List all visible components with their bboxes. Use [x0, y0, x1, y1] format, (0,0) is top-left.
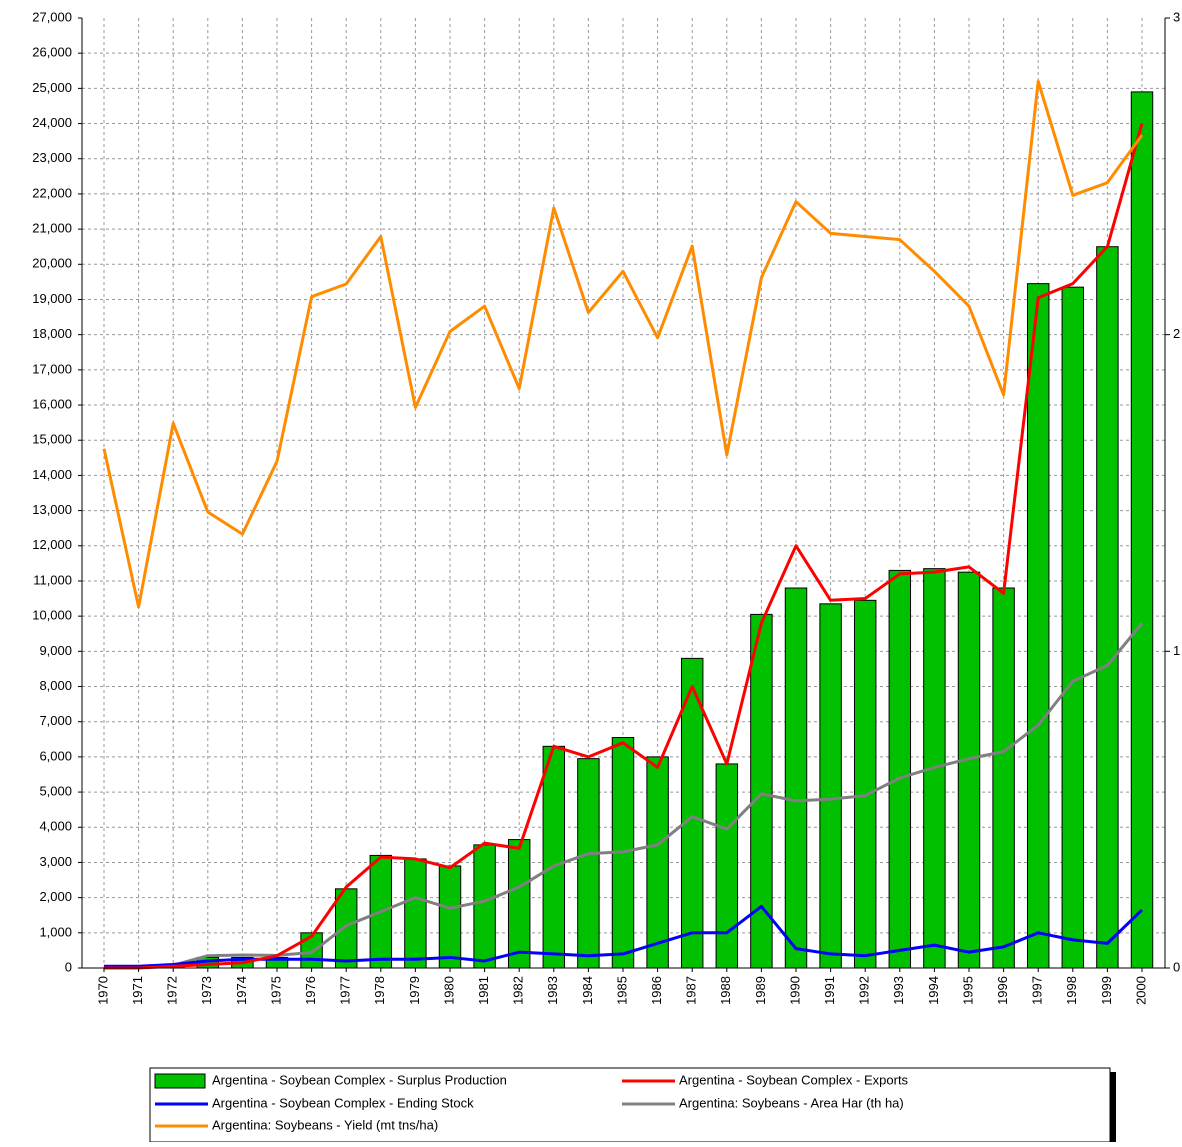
y-tick-label: 18,000 [32, 326, 72, 341]
legend-label: Argentina: Soybeans - Yield (mt tns/ha) [212, 1117, 438, 1132]
bar [1096, 246, 1119, 969]
y-tick-label: 9,000 [39, 643, 72, 658]
x-tick-label: 1979 [407, 976, 422, 1005]
x-tick-label: 1974 [234, 976, 249, 1005]
y-tick-label: 2,000 [39, 889, 72, 904]
y-tick-label: 10,000 [32, 608, 72, 623]
x-tick-label: 1992 [857, 976, 872, 1005]
bar [715, 763, 739, 969]
x-tick-label: 1982 [511, 976, 526, 1005]
bar [300, 932, 323, 969]
y-tick-label: 15,000 [32, 432, 72, 447]
bar [1061, 286, 1085, 969]
y2-tick-label: 2 [1173, 326, 1180, 341]
bar [853, 599, 877, 969]
legend-label: Argentina: Soybeans - Area Har (th ha) [679, 1095, 904, 1110]
bar [992, 587, 1015, 969]
x-tick-label: 1970 [95, 976, 110, 1005]
y2-tick-label: 0 [1173, 959, 1180, 974]
x-tick-label: 1971 [130, 976, 145, 1005]
x-tick-label: 2000 [1133, 976, 1148, 1005]
y-tick-label: 1,000 [39, 924, 72, 939]
bar [438, 865, 462, 969]
bar [1026, 283, 1050, 969]
x-tick-label: 1991 [822, 976, 837, 1005]
y-tick-label: 14,000 [32, 467, 72, 482]
line-series [104, 904, 1144, 968]
y-tick-label: 6,000 [39, 748, 72, 763]
axes: 0 1,000 2,000 3,000 4,000 5,000 6,000 7,000 8,00… [32, 9, 1180, 1004]
y-tick-label: 8,000 [39, 678, 72, 693]
legend-label: Argentina - Soybean Complex - Ending Sto… [212, 1095, 474, 1110]
y-tick-label: 11,000 [33, 572, 72, 587]
line-series [104, 123, 1144, 970]
marks [102, 79, 1154, 970]
x-tick-label: 1988 [718, 976, 733, 1005]
x-tick-label: 1986 [649, 976, 664, 1005]
bar [646, 756, 669, 969]
y-tick-label: 20,000 [32, 256, 72, 271]
x-tick-label: 1999 [1099, 976, 1114, 1005]
x-tick-label: 1980 [441, 976, 456, 1005]
y-tick-label: 26,000 [32, 45, 72, 60]
x-tick-label: 1975 [268, 976, 283, 1005]
y-tick-label: 12,000 [32, 537, 72, 552]
x-tick-label: 1995 [960, 976, 975, 1005]
x-tick-label: 1977 [338, 976, 353, 1005]
y-tick-label: 16,000 [32, 396, 72, 411]
bar [819, 603, 842, 969]
legend-label: Argentina - Soybean Complex - Surplus Pr… [212, 1072, 507, 1087]
y-tick-label: 7,000 [39, 713, 72, 728]
y2-tick-label: 1 [1173, 643, 1180, 658]
x-tick-label: 1981 [476, 976, 491, 1005]
bar [507, 839, 531, 969]
x-tick-label: 1985 [614, 976, 629, 1005]
bar [888, 569, 912, 969]
y-tick-label: 21,000 [32, 221, 72, 236]
x-tick-label: 1983 [545, 976, 560, 1005]
y-tick-label: 25,000 [32, 80, 72, 95]
x-tick-label: 1996 [995, 976, 1010, 1005]
x-tick-label: 1973 [199, 976, 214, 1005]
x-tick-label: 1976 [303, 976, 318, 1005]
y-tick-label: 3,000 [39, 854, 72, 869]
x-tick-label: 1978 [372, 976, 387, 1005]
bar [957, 571, 981, 969]
line-series [102, 79, 1144, 609]
y-tick-label: 4,000 [39, 819, 72, 834]
bar [784, 587, 808, 969]
y-tick-label: 17,000 [32, 361, 72, 376]
legend-swatch [154, 1073, 206, 1089]
y-tick-label: 22,000 [32, 185, 72, 200]
y-tick-label: 27,000 [32, 9, 72, 24]
bar [542, 745, 566, 969]
bar [473, 844, 496, 969]
x-tick-label: 1998 [1064, 976, 1079, 1005]
y-tick-label: 5,000 [39, 784, 72, 799]
x-tick-label: 1989 [753, 976, 768, 1005]
bar [334, 888, 358, 969]
y2-tick-label: 3 [1173, 9, 1180, 24]
bar [577, 758, 600, 969]
x-tick-label: 1990 [787, 976, 802, 1005]
legend-label: Argentina - Soybean Complex - Exports [679, 1072, 909, 1087]
x-tick-label: 1972 [165, 976, 180, 1005]
grid [82, 18, 1165, 968]
x-tick-label: 1984 [580, 976, 595, 1005]
bar [404, 858, 427, 969]
x-tick-label: 1987 [684, 976, 699, 1005]
y-tick-label: 23,000 [32, 150, 72, 165]
y-tick-label: 24,000 [32, 115, 72, 130]
bar [1130, 91, 1154, 969]
x-tick-label: 1994 [926, 976, 941, 1005]
y-tick-label: 13,000 [32, 502, 72, 517]
x-tick-label: 1993 [891, 976, 906, 1005]
y-tick-label: 0 [65, 959, 72, 974]
x-tick-label: 1997 [1030, 976, 1045, 1005]
legend: Argentina - Soybean Complex - Surplus Pr… [149, 1067, 1116, 1143]
y-tick-label: 19,000 [32, 291, 72, 306]
